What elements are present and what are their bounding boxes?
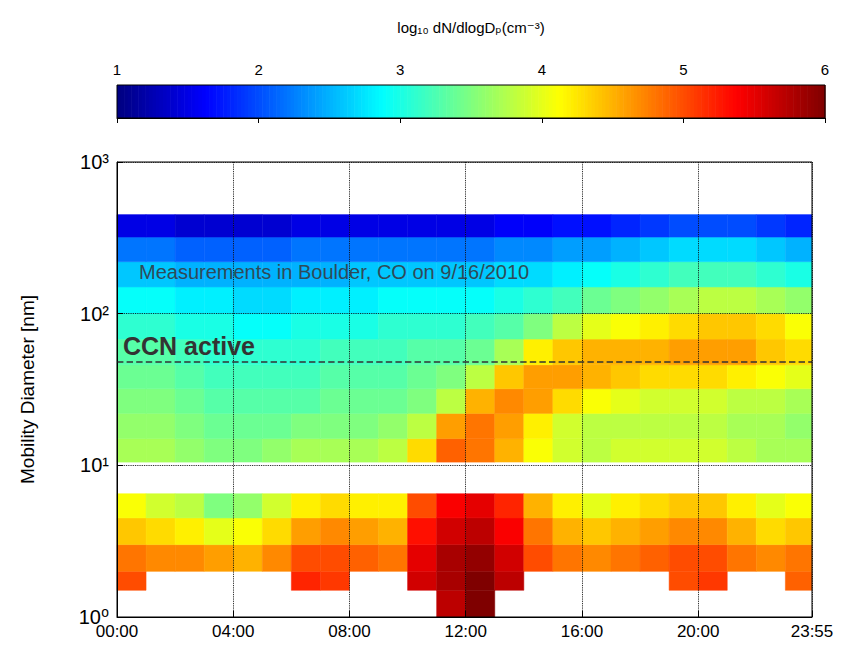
- svg-text:10³: 10³: [80, 151, 109, 173]
- svg-text:04:00: 04:00: [212, 622, 255, 641]
- svg-text:log₁₀ dN/dlogDₚ(cm⁻³): log₁₀ dN/dlogDₚ(cm⁻³): [397, 19, 544, 36]
- svg-text:Measurements in Boulder, CO on: Measurements in Boulder, CO on 9/16/2010: [139, 261, 529, 283]
- svg-text:5: 5: [679, 61, 687, 78]
- svg-text:10⁰: 10⁰: [78, 606, 109, 628]
- svg-text:20:00: 20:00: [677, 622, 720, 641]
- svg-text:6: 6: [821, 61, 829, 78]
- svg-text:08:00: 08:00: [328, 622, 371, 641]
- svg-text:16:00: 16:00: [561, 622, 604, 641]
- svg-text:3: 3: [396, 61, 404, 78]
- svg-text:00:00: 00:00: [96, 622, 139, 641]
- svg-text:1: 1: [113, 61, 121, 78]
- svg-text:23:55: 23:55: [791, 622, 834, 641]
- svg-text:Mobility Diameter [nm]: Mobility Diameter [nm]: [17, 295, 38, 484]
- svg-text:4: 4: [538, 61, 546, 78]
- svg-text:CCN active: CCN active: [123, 332, 255, 360]
- svg-text:10²: 10²: [80, 303, 109, 325]
- svg-text:12:00: 12:00: [444, 622, 487, 641]
- svg-text:2: 2: [254, 61, 262, 78]
- svg-text:10¹: 10¹: [80, 454, 109, 476]
